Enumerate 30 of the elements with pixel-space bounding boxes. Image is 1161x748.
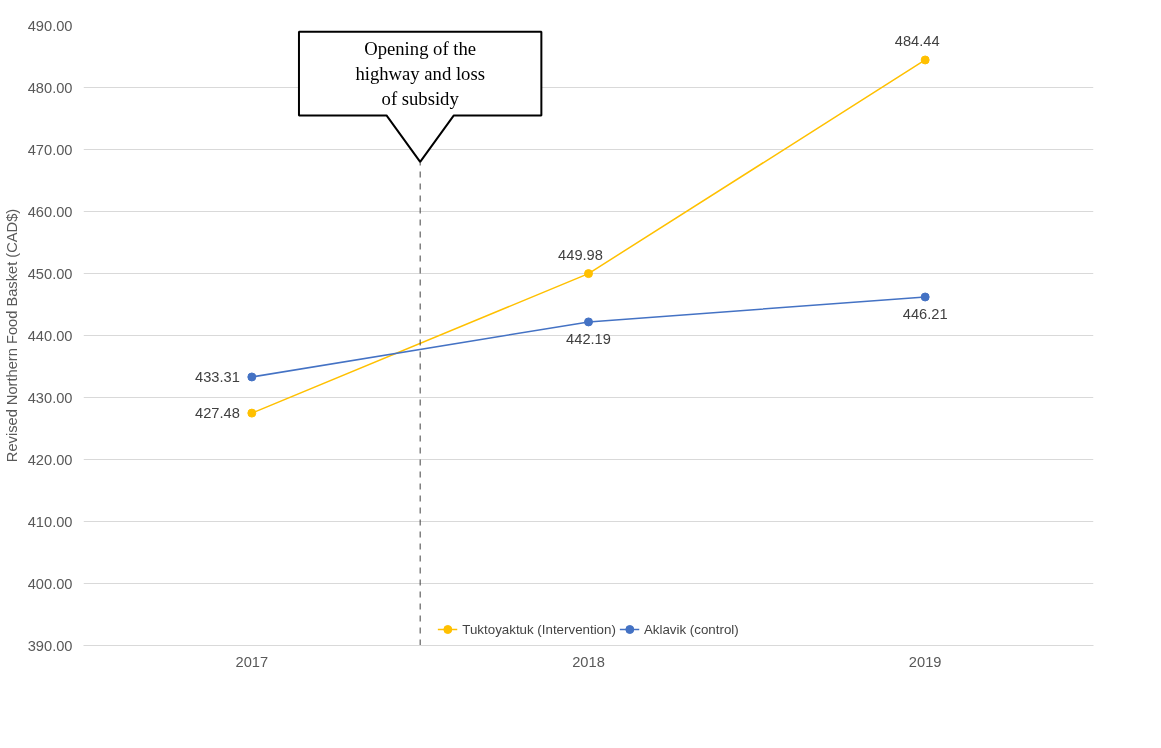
- point: [584, 269, 593, 279]
- data-label: 433.31: [195, 368, 240, 385]
- y-tick-label: 450.00: [27, 265, 73, 282]
- y-tick-label: 410.00: [27, 513, 73, 530]
- x-tick-label: 2019: [908, 653, 942, 670]
- x-tick-label: 2018: [572, 653, 605, 670]
- y-tick-label: 400.00: [27, 575, 73, 592]
- point: [920, 292, 930, 302]
- point: [584, 317, 593, 327]
- data-label: 446.21: [902, 306, 948, 322]
- y-tick-label: 480.00: [27, 79, 73, 96]
- y-tick-label: 490.00: [27, 17, 73, 34]
- data-label: 442.19: [566, 330, 611, 347]
- y-tick-label: 430.00: [27, 389, 73, 406]
- data-label: 449.98: [558, 246, 603, 263]
- legend-label: Aklavik (control): [643, 621, 739, 637]
- y-axis-title: Revised Northern Food Basket (CAD$): [3, 208, 20, 463]
- y-tick-label: 420.00: [27, 451, 73, 468]
- x-tick-label: 2017: [235, 653, 269, 670]
- legend-label: Tuktoyaktuk (Intervention): [462, 621, 616, 637]
- point: [247, 372, 257, 382]
- ref-line-label: Opening of the highway and loss of subsidy: [355, 37, 485, 110]
- y-tick-label: 390.00: [27, 637, 73, 654]
- y-tick-label: 470.00: [27, 141, 73, 158]
- y-tick-label: 440.00: [27, 327, 73, 344]
- data-label: 484.44: [894, 32, 940, 49]
- y-tick-label: 460.00: [27, 203, 73, 220]
- data-label: 427.48: [195, 405, 240, 422]
- point: [920, 55, 930, 65]
- point: [247, 408, 257, 418]
